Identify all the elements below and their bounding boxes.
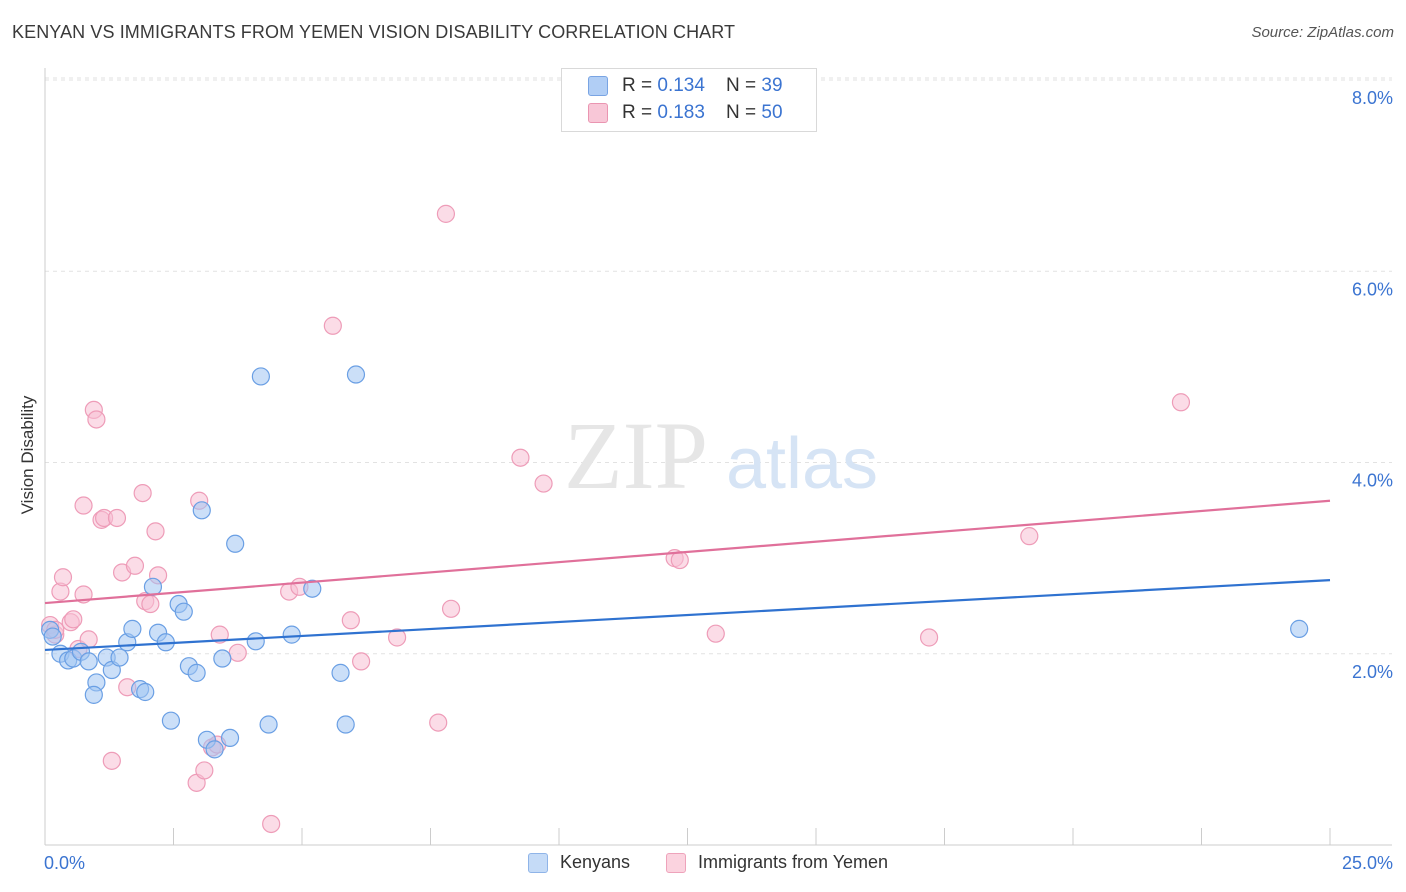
point-kenyans [213, 649, 232, 668]
trend-line-kenyans [44, 579, 1331, 652]
axes [44, 68, 1392, 846]
point-yemen [534, 474, 553, 493]
point-yemen [323, 316, 342, 335]
data-points [41, 204, 1309, 834]
point-yemen [125, 556, 145, 575]
watermark-zip: ZIP [564, 402, 708, 509]
legend-r-value: 0.183 [657, 102, 705, 123]
point-yemen [341, 611, 360, 630]
source-label: Source: ZipAtlas.com [1251, 24, 1394, 41]
point-yemen [706, 624, 725, 643]
y-tick-label: 4.0% [1352, 471, 1393, 491]
point-yemen [441, 599, 461, 618]
legend-label: Kenyans [560, 852, 631, 872]
point-yemen [1020, 527, 1039, 546]
point-kenyans [136, 682, 155, 702]
point-kenyans [331, 663, 350, 682]
x-tick-label: 0.0% [44, 853, 85, 873]
point-yemen [107, 508, 127, 528]
legend-n-label: N = [726, 75, 762, 96]
point-kenyans [192, 501, 211, 520]
point-kenyans [246, 632, 265, 651]
point-kenyans [123, 619, 142, 638]
point-kenyans [336, 715, 355, 734]
legend-item-kenyans[interactable]: Kenyans [528, 852, 630, 873]
point-kenyans [79, 652, 98, 671]
watermark: ZIP atlas [564, 402, 878, 509]
y-tick-label: 6.0% [1352, 279, 1393, 299]
point-yemen [352, 652, 371, 671]
point-yemen [64, 610, 83, 629]
point-kenyans [84, 685, 103, 704]
point-kenyans [174, 602, 193, 621]
legend-n-value: 50 [761, 102, 783, 123]
point-yemen [429, 713, 448, 732]
point-kenyans [43, 627, 62, 646]
legend-item-yemen[interactable]: Immigrants from Yemen [666, 852, 888, 873]
point-yemen [53, 568, 73, 587]
legend-swatch [666, 852, 686, 873]
series-legend: Kenyans Immigrants from Yemen [0, 852, 1406, 878]
point-yemen [228, 643, 247, 662]
y-tick-label: 8.0% [1352, 88, 1393, 108]
point-yemen [141, 594, 160, 614]
legend-text-kenyans: R = 0.134 N = 39 [622, 75, 783, 97]
point-yemen [919, 628, 939, 647]
legend-n-label: N = [726, 102, 762, 123]
point-kenyans [346, 365, 366, 384]
point-kenyans [143, 577, 163, 596]
point-yemen [210, 625, 229, 644]
point-kenyans [259, 715, 278, 734]
grid-lines [45, 77, 1392, 655]
point-yemen [195, 761, 214, 780]
legend-n-value: 39 [761, 75, 783, 96]
watermark-atlas: atlas [726, 424, 878, 504]
point-yemen [387, 628, 407, 647]
point-kenyans [282, 625, 301, 644]
trend-line-yemen [44, 499, 1331, 605]
point-yemen [87, 410, 106, 429]
point-yemen [133, 484, 152, 503]
stats-legend: R = 0.134 N = 39 R = 0.183 N = 50 [561, 68, 817, 132]
y-tick-label: 2.0% [1352, 662, 1393, 682]
legend-swatch-kenyans [588, 76, 608, 96]
legend-text-yemen: R = 0.183 N = 50 [622, 102, 783, 124]
chart-title: KENYAN VS IMMIGRANTS FROM YEMEN VISION D… [12, 22, 736, 42]
point-kenyans [251, 367, 270, 386]
point-yemen [436, 204, 456, 223]
point-yemen [102, 751, 121, 770]
point-kenyans [1290, 619, 1309, 638]
legend-swatch-yemen [588, 103, 608, 123]
point-kenyans [110, 648, 129, 667]
point-kenyans [303, 579, 322, 598]
point-yemen [262, 814, 281, 834]
point-kenyans [205, 740, 224, 759]
legend-r-value: 0.134 [657, 75, 705, 96]
point-yemen [511, 448, 530, 467]
trend-lines [44, 499, 1331, 652]
point-kenyans [161, 711, 181, 730]
point-yemen [146, 522, 165, 541]
y-axis-title: Vision Disability [18, 395, 37, 515]
legend-swatch [528, 852, 548, 873]
point-kenyans [220, 728, 240, 748]
point-yemen [1171, 393, 1191, 412]
point-yemen [74, 496, 93, 515]
x-tick-label: 25.0% [1342, 853, 1393, 873]
legend-label: Immigrants from Yemen [698, 852, 889, 872]
point-kenyans [226, 534, 245, 553]
legend-r-label: R = [622, 102, 658, 123]
tick-labels: 2.0% 4.0% 6.0% 8.0% 0.0% 25.0% [44, 88, 1393, 873]
legend-r-label: R = [622, 75, 658, 96]
point-kenyans [187, 663, 206, 682]
